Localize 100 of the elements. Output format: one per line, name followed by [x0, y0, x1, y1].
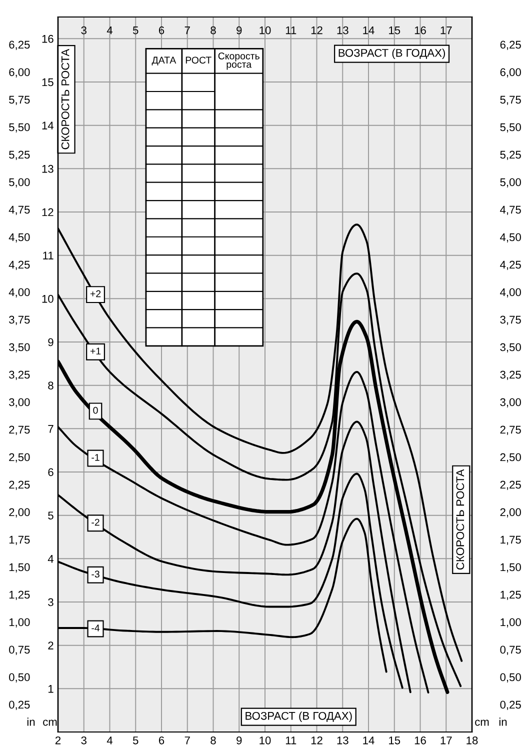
y2-tick-label: 5,75 [500, 96, 521, 105]
series-label: -1 [92, 454, 100, 461]
x2-tick-label: 11 [286, 26, 296, 34]
y2-tick-label: 4,00 [500, 288, 521, 298]
text: 0,25 [9, 700, 30, 710]
x-tick-label: 13 [337, 736, 348, 744]
x-tick-label: 4 [106, 736, 113, 744]
x-tick-label: 6 [158, 736, 164, 744]
annotation: ДАТА [152, 56, 176, 66]
y-tick-label: 1 [48, 685, 54, 693]
y2-tick-label: 0,50 [500, 673, 521, 682]
x-tick-label: 5 [132, 736, 138, 744]
y2-tick-label: 3,00 [500, 398, 521, 408]
series-label: -4 [92, 624, 100, 632]
y2-tick-label: 0,25 [500, 700, 521, 710]
annotation: РОСТ [186, 56, 212, 64]
y-tick-label: 11 [43, 252, 54, 260]
text: 1,00 [9, 618, 30, 628]
series-label: 0 [93, 406, 98, 414]
x2-tick-label: 12 [311, 26, 322, 34]
text: 6,00 [9, 68, 30, 78]
text: in [499, 718, 507, 726]
x2-tick-label: 8 [210, 26, 216, 34]
x2-tick-label: 4 [106, 26, 113, 34]
x-tick-label: 14 [363, 736, 374, 744]
y-tick-label: 7 [48, 425, 54, 433]
y2-tick-label: 2,00 [500, 508, 521, 518]
x-tick-label: 11 [286, 736, 296, 744]
y2-tick-label: 1,25 [500, 590, 521, 600]
y2-tick-label: 4,25 [500, 260, 521, 270]
y2-tick-label: 3,50 [500, 343, 521, 352]
y-tick-label: 4 [48, 555, 54, 563]
y-tick-label: 3 [48, 598, 54, 606]
x-tick-label: 16 [414, 736, 426, 744]
text: 3,25 [9, 370, 30, 380]
x2-tick-label: 7 [184, 26, 190, 34]
y-tick-label: 9 [48, 338, 54, 346]
y-tick-label: 5 [48, 512, 54, 520]
series-label: -3 [92, 570, 100, 578]
text: cm [475, 720, 489, 726]
text: 2,25 [9, 480, 30, 490]
y2-tick-label: 5,50 [500, 123, 521, 132]
y2-tick-label: 1,50 [500, 563, 521, 572]
text: 5,75 [9, 96, 30, 105]
text: 0,75 [9, 646, 30, 655]
x-tick-label: 7 [184, 736, 190, 744]
y-tick-label: 14 [42, 122, 54, 130]
text: 1,25 [9, 590, 30, 600]
text: 4,75 [8, 206, 30, 215]
x2-tick-label: 13 [337, 26, 348, 34]
y2-tick-label: 2,25 [500, 480, 521, 490]
x-tick-label: 3 [81, 736, 86, 744]
series-label: +1 [90, 348, 101, 354]
x-tick-label: 10 [260, 736, 271, 744]
y2-tick-label: 1,00 [500, 618, 521, 628]
x-tick-label: 12 [311, 736, 322, 744]
text: 2,50 [9, 453, 30, 462]
y-tick-label: 12 [42, 208, 54, 216]
x-tick-label: 8 [210, 736, 216, 744]
x2-tick-label: 16 [414, 26, 426, 34]
y-tick-label: 15 [42, 78, 54, 86]
text: 5,00 [9, 178, 30, 188]
x-tick-label: 17 [440, 736, 452, 744]
y2-tick-label: 4,75 [500, 206, 521, 215]
series-label: +2 [90, 290, 101, 298]
text: 4,25 [8, 260, 30, 270]
y2-tick-label: 6,00 [500, 68, 521, 78]
x2-tick-label: 15 [389, 26, 400, 34]
x2-tick-label: 3 [81, 26, 86, 34]
text: 6,25 [9, 40, 30, 50]
x2-tick-label: 14 [363, 26, 374, 34]
text: 3,75 [9, 316, 30, 325]
text: 5,25 [9, 150, 30, 160]
y-tick-label: 10 [42, 294, 54, 303]
text: in [27, 718, 35, 726]
y2-tick-label: 6,25 [500, 40, 521, 50]
x2-tick-label: 5 [132, 26, 138, 34]
y2-tick-label: 2,50 [500, 453, 521, 462]
x2-tick-label: 9 [236, 26, 242, 34]
x-tick-label: 15 [389, 736, 400, 744]
annotation: СКОРОСТЬ РОСТА [456, 469, 464, 570]
y2-tick-label: 4,50 [500, 233, 521, 242]
y2-tick-label: 5,25 [500, 150, 521, 160]
y-tick-label: 6 [48, 468, 54, 476]
y2-tick-label: 3,25 [500, 370, 521, 380]
x2-tick-label: 10 [260, 26, 271, 34]
series-label: -2 [92, 518, 100, 526]
y2-tick-label: 2,75 [500, 426, 521, 435]
text: cm [43, 720, 57, 726]
text: 4,00 [8, 288, 30, 298]
text: 0,50 [9, 673, 30, 682]
y2-tick-label: 1,75 [500, 536, 521, 545]
annotation: ВОЗРАСТ (В ГОДАХ) [246, 712, 352, 722]
text: 3,00 [9, 398, 30, 408]
text: 4,50 [8, 233, 30, 242]
annotation: ВОЗРАСТ (В ГОДАХ) [338, 48, 445, 60]
x2-tick-label: 17 [440, 26, 452, 34]
text: 2,75 [9, 426, 30, 435]
text: 2,00 [9, 508, 30, 518]
y2-tick-label: 5,00 [500, 178, 521, 188]
